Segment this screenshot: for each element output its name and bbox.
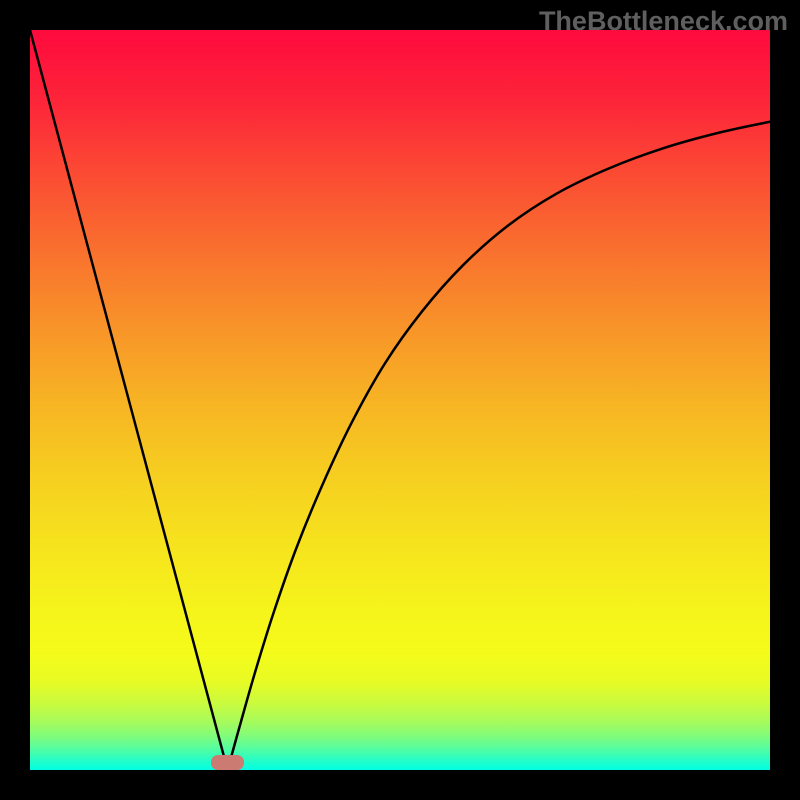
watermark-text: TheBottleneck.com (539, 6, 788, 37)
optimum-marker (211, 755, 244, 770)
curve-right-branch (228, 122, 770, 770)
plot-area (30, 30, 770, 770)
curve-left-branch (30, 30, 228, 770)
bottleneck-curve (30, 30, 770, 770)
figure-root: TheBottleneck.com (0, 0, 800, 800)
